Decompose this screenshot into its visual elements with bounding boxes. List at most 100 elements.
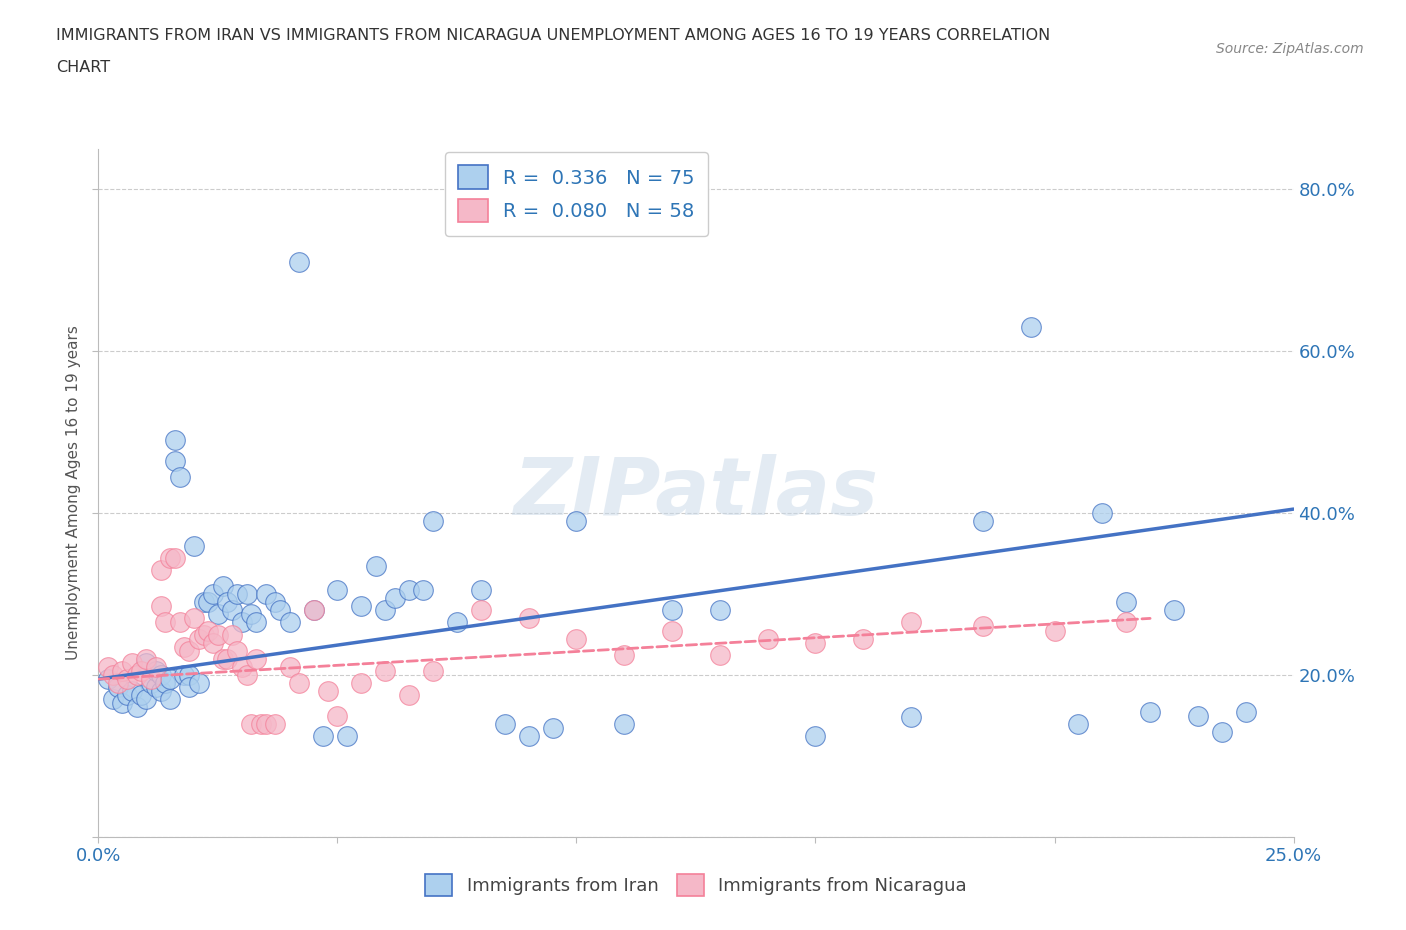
Y-axis label: Unemployment Among Ages 16 to 19 years: Unemployment Among Ages 16 to 19 years bbox=[66, 326, 82, 660]
Text: CHART: CHART bbox=[56, 60, 110, 75]
Point bbox=[804, 728, 827, 743]
Point bbox=[470, 582, 492, 597]
Point bbox=[173, 668, 195, 683]
Point bbox=[125, 700, 148, 715]
Point bbox=[155, 676, 177, 691]
Point bbox=[193, 595, 215, 610]
Point bbox=[326, 582, 349, 597]
Point bbox=[221, 627, 243, 642]
Point bbox=[517, 611, 540, 626]
Point bbox=[155, 615, 177, 630]
Point bbox=[231, 659, 253, 674]
Point bbox=[972, 619, 994, 634]
Point bbox=[565, 513, 588, 528]
Legend: Immigrants from Iran, Immigrants from Nicaragua: Immigrants from Iran, Immigrants from Ni… bbox=[418, 867, 974, 904]
Point bbox=[412, 582, 434, 597]
Point bbox=[115, 671, 138, 686]
Point bbox=[139, 676, 162, 691]
Point bbox=[163, 432, 186, 447]
Point bbox=[179, 680, 201, 695]
Point bbox=[135, 656, 157, 671]
Point bbox=[1115, 595, 1137, 610]
Point bbox=[254, 587, 277, 602]
Point bbox=[217, 651, 239, 666]
Point bbox=[900, 710, 922, 724]
Point bbox=[1091, 506, 1114, 521]
Point bbox=[173, 639, 195, 654]
Point bbox=[101, 668, 124, 683]
Point bbox=[135, 692, 157, 707]
Point bbox=[288, 676, 311, 691]
Point bbox=[193, 627, 215, 642]
Point bbox=[159, 692, 181, 707]
Text: ZIPatlas: ZIPatlas bbox=[513, 454, 879, 532]
Point bbox=[226, 587, 249, 602]
Point bbox=[217, 595, 239, 610]
Point bbox=[398, 582, 420, 597]
Point bbox=[135, 651, 157, 666]
Point bbox=[1019, 320, 1042, 335]
Point bbox=[661, 603, 683, 618]
Point bbox=[111, 696, 134, 711]
Point bbox=[187, 631, 209, 646]
Point bbox=[1163, 603, 1185, 618]
Point bbox=[131, 664, 153, 679]
Point bbox=[197, 623, 219, 638]
Point bbox=[398, 688, 420, 703]
Point bbox=[149, 599, 172, 614]
Point bbox=[101, 692, 124, 707]
Point bbox=[121, 656, 143, 671]
Point bbox=[374, 603, 396, 618]
Point bbox=[422, 513, 444, 528]
Point bbox=[240, 607, 263, 622]
Point bbox=[565, 631, 588, 646]
Point bbox=[121, 684, 143, 698]
Point bbox=[250, 716, 273, 731]
Point bbox=[211, 578, 233, 593]
Point bbox=[231, 615, 253, 630]
Point bbox=[187, 676, 209, 691]
Point bbox=[169, 615, 191, 630]
Point bbox=[278, 615, 301, 630]
Point bbox=[709, 647, 731, 662]
Point bbox=[269, 603, 291, 618]
Point bbox=[145, 664, 167, 679]
Point bbox=[139, 671, 162, 686]
Point bbox=[202, 587, 225, 602]
Point bbox=[852, 631, 875, 646]
Point bbox=[207, 607, 229, 622]
Point bbox=[1043, 623, 1066, 638]
Point bbox=[97, 659, 120, 674]
Point bbox=[541, 720, 564, 735]
Point bbox=[149, 684, 172, 698]
Point bbox=[107, 680, 129, 695]
Point bbox=[804, 635, 827, 650]
Point bbox=[709, 603, 731, 618]
Point bbox=[336, 728, 359, 743]
Point bbox=[1139, 704, 1161, 719]
Point bbox=[163, 453, 186, 468]
Point bbox=[264, 595, 287, 610]
Point bbox=[1187, 708, 1209, 723]
Point bbox=[422, 664, 444, 679]
Point bbox=[211, 651, 233, 666]
Point bbox=[1234, 704, 1257, 719]
Point bbox=[1115, 615, 1137, 630]
Point bbox=[494, 716, 516, 731]
Point bbox=[264, 716, 287, 731]
Point bbox=[207, 627, 229, 642]
Point bbox=[613, 716, 636, 731]
Point bbox=[131, 688, 153, 703]
Point bbox=[183, 611, 205, 626]
Point bbox=[278, 659, 301, 674]
Point bbox=[756, 631, 779, 646]
Point bbox=[613, 647, 636, 662]
Point bbox=[1211, 724, 1233, 739]
Point bbox=[470, 603, 492, 618]
Point bbox=[145, 659, 167, 674]
Point bbox=[145, 680, 167, 695]
Point bbox=[221, 603, 243, 618]
Point bbox=[159, 551, 181, 565]
Point bbox=[254, 716, 277, 731]
Point bbox=[202, 635, 225, 650]
